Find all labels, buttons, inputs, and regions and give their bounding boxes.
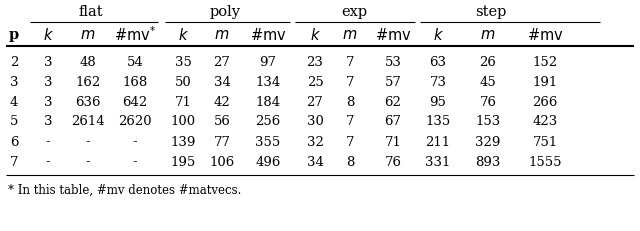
Text: 3: 3: [10, 75, 19, 88]
Text: 3: 3: [44, 75, 52, 88]
Text: 56: 56: [214, 115, 230, 128]
Text: -: -: [86, 155, 90, 168]
Text: 30: 30: [307, 115, 323, 128]
Text: $m$: $m$: [342, 28, 358, 42]
Text: 34: 34: [307, 155, 323, 168]
Text: 3: 3: [44, 115, 52, 128]
Text: -: -: [132, 155, 138, 168]
Text: 7: 7: [346, 135, 355, 148]
Text: 5: 5: [10, 115, 18, 128]
Text: 168: 168: [122, 75, 148, 88]
Text: 331: 331: [426, 155, 451, 168]
Text: 45: 45: [479, 75, 497, 88]
Text: 8: 8: [346, 95, 354, 108]
Text: $k$: $k$: [310, 27, 321, 43]
Text: 106: 106: [209, 155, 235, 168]
Text: 71: 71: [175, 95, 191, 108]
Text: 97: 97: [259, 55, 276, 68]
Text: 423: 423: [532, 115, 557, 128]
Text: 893: 893: [476, 155, 500, 168]
Text: 26: 26: [479, 55, 497, 68]
Text: $m$: $m$: [81, 28, 95, 42]
Text: $k$: $k$: [42, 27, 54, 43]
Text: 71: 71: [385, 135, 401, 148]
Text: 3: 3: [44, 55, 52, 68]
Text: 496: 496: [255, 155, 281, 168]
Text: 4: 4: [10, 95, 18, 108]
Text: 62: 62: [385, 95, 401, 108]
Text: $\#\mathrm{mv}$: $\#\mathrm{mv}$: [250, 27, 286, 43]
Text: $k$: $k$: [433, 27, 444, 43]
Text: $m$: $m$: [481, 28, 495, 42]
Text: 7: 7: [346, 115, 355, 128]
Text: 256: 256: [255, 115, 280, 128]
Text: 6: 6: [10, 135, 19, 148]
Text: 139: 139: [170, 135, 196, 148]
Text: 95: 95: [429, 95, 447, 108]
Text: $\#\mathrm{mv}^{*}$: $\#\mathrm{mv}^{*}$: [114, 26, 156, 44]
Text: 162: 162: [76, 75, 100, 88]
Text: $k$: $k$: [177, 27, 188, 43]
Text: 27: 27: [214, 55, 230, 68]
Text: 266: 266: [532, 95, 557, 108]
Text: $\#\mathrm{mv}$: $\#\mathrm{mv}$: [374, 27, 412, 43]
Text: 1555: 1555: [528, 155, 562, 168]
Text: step: step: [476, 5, 507, 19]
Text: 152: 152: [532, 55, 557, 68]
Text: exp: exp: [341, 5, 367, 19]
Text: 195: 195: [170, 155, 196, 168]
Text: 57: 57: [385, 75, 401, 88]
Text: 63: 63: [429, 55, 447, 68]
Text: * In this table, #mv denotes #matvecs.: * In this table, #mv denotes #matvecs.: [8, 183, 241, 196]
Text: 7: 7: [346, 55, 355, 68]
Text: 2614: 2614: [71, 115, 105, 128]
Text: 53: 53: [385, 55, 401, 68]
Text: 73: 73: [429, 75, 447, 88]
Text: 76: 76: [385, 155, 401, 168]
Text: 25: 25: [307, 75, 323, 88]
Text: 2: 2: [10, 55, 18, 68]
Text: -: -: [45, 135, 51, 148]
Text: 8: 8: [346, 155, 354, 168]
Text: 76: 76: [479, 95, 497, 108]
Text: $m$: $m$: [214, 28, 230, 42]
Text: 191: 191: [532, 75, 557, 88]
Text: 23: 23: [307, 55, 323, 68]
Text: -: -: [86, 135, 90, 148]
Text: 3: 3: [44, 95, 52, 108]
Text: p: p: [9, 28, 19, 42]
Text: 7: 7: [346, 75, 355, 88]
Text: -: -: [132, 135, 138, 148]
Text: 7: 7: [10, 155, 19, 168]
Text: 32: 32: [307, 135, 323, 148]
Text: 134: 134: [255, 75, 280, 88]
Text: 100: 100: [170, 115, 196, 128]
Text: poly: poly: [209, 5, 241, 19]
Text: 50: 50: [175, 75, 191, 88]
Text: 34: 34: [214, 75, 230, 88]
Text: flat: flat: [79, 5, 103, 19]
Text: 184: 184: [255, 95, 280, 108]
Text: 77: 77: [214, 135, 230, 148]
Text: -: -: [45, 155, 51, 168]
Text: 636: 636: [76, 95, 100, 108]
Text: 355: 355: [255, 135, 280, 148]
Text: 35: 35: [175, 55, 191, 68]
Text: 642: 642: [122, 95, 148, 108]
Text: 48: 48: [79, 55, 97, 68]
Text: 54: 54: [127, 55, 143, 68]
Text: 153: 153: [476, 115, 500, 128]
Text: 211: 211: [426, 135, 451, 148]
Text: 2620: 2620: [118, 115, 152, 128]
Text: 67: 67: [385, 115, 401, 128]
Text: 27: 27: [307, 95, 323, 108]
Text: 135: 135: [426, 115, 451, 128]
Text: 329: 329: [476, 135, 500, 148]
Text: $\#\mathrm{mv}$: $\#\mathrm{mv}$: [527, 27, 563, 43]
Text: 751: 751: [532, 135, 557, 148]
Text: 42: 42: [214, 95, 230, 108]
